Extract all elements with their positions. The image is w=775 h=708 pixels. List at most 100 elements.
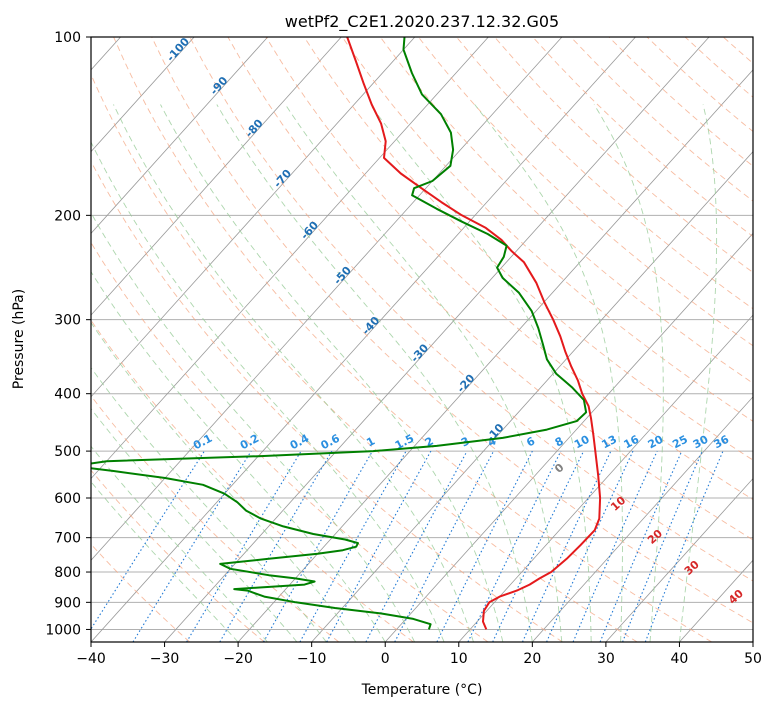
chart-title: wetPf2_C2E1.2020.237.12.32.G05 — [285, 12, 559, 32]
mixing-ratio-label: 1 — [364, 434, 377, 449]
dry-adiabat-line — [418, 37, 753, 347]
isotherm-label: -30 — [408, 341, 431, 365]
mixing-ratio-line — [186, 450, 302, 642]
mixing-ratio-label: 30 — [691, 433, 711, 452]
mixing-ratio-label: 0.4 — [288, 432, 312, 453]
mixing-ratio-line — [599, 450, 683, 642]
isotherm-label: -40 — [359, 314, 382, 338]
dry-adiabat-line — [189, 37, 753, 582]
isotherm-line — [679, 559, 753, 642]
y-tick-label: 400 — [54, 387, 81, 403]
dry-adiabat-line — [151, 37, 753, 624]
mixing-ratio-line — [436, 450, 533, 642]
y-tick-label: 800 — [54, 565, 81, 581]
x-tick-label: −10 — [297, 651, 327, 667]
dry-adiabat-label: 10 — [608, 494, 628, 514]
mixing-ratio-label: 13 — [599, 433, 619, 452]
dry-adiabat-line — [265, 37, 753, 501]
isotherm-line — [237, 69, 753, 642]
dry-adiabat-line — [532, 37, 753, 238]
x-tick-label: 40 — [671, 651, 689, 667]
profiles — [91, 37, 602, 630]
isotherm-line — [91, 37, 563, 561]
isotherm-line — [384, 232, 753, 642]
isotherm-label: -70 — [271, 167, 294, 191]
dry-adiabat-line — [91, 241, 489, 642]
dry-adiabat-label: 0 — [552, 461, 567, 476]
y-tick-label: 1000 — [45, 622, 81, 638]
isotherm-line — [752, 641, 753, 642]
dry-adiabat-line — [91, 395, 340, 642]
dry-adiabat-line — [494, 37, 753, 273]
mixing-ratio-line — [546, 450, 634, 642]
dry-adiabat-line — [608, 37, 753, 167]
x-tick-label: 0 — [381, 651, 390, 667]
dry-adiabat-label: 40 — [726, 587, 746, 607]
dry-adiabat-line — [113, 37, 713, 642]
mixing-ratio-line — [572, 450, 658, 642]
isotherm-line — [91, 37, 636, 642]
y-tick-label: 600 — [54, 491, 81, 507]
mixing-ratio-label: 0.2 — [238, 432, 261, 453]
mixing-ratio-label: 10 — [572, 433, 592, 452]
moist-adiabat-line — [285, 104, 563, 642]
isotherm-label: -100 — [164, 35, 192, 64]
y-tick-label: 900 — [54, 595, 81, 611]
mixing-ratio-label: 20 — [646, 433, 666, 452]
mixing-ratio-line — [394, 450, 495, 642]
x-tick-label: 10 — [450, 651, 468, 667]
dry-adiabat-line — [456, 37, 753, 310]
dry-adiabat-line — [91, 469, 265, 642]
isotherm-line — [91, 37, 195, 153]
isotherm-line — [91, 37, 342, 316]
dry-adiabat-line — [91, 160, 563, 642]
mixing-ratio-label: 0.1 — [191, 432, 214, 453]
moist-adiabat-line — [91, 445, 268, 642]
isotherm-line — [91, 37, 269, 234]
mixing-ratio-label: 8 — [553, 434, 566, 449]
moist-adiabat-line — [91, 481, 239, 642]
dry-adiabat-label: 20 — [645, 527, 665, 547]
mixing-ratio-line — [132, 450, 252, 642]
mixing-ratio-label: 6 — [524, 434, 537, 449]
y-tick-label: 300 — [54, 313, 81, 329]
y-axis-ticks: 100 200 300 400 500 600 700 800 900 1000 — [45, 30, 91, 638]
y-tick-label: 100 — [54, 30, 81, 46]
mixing-ratio-line — [644, 450, 724, 642]
x-axis-label: Temperature (°C) — [361, 682, 483, 698]
x-tick-label: −20 — [223, 651, 253, 667]
moist-adiabat-line — [91, 270, 386, 642]
y-axis-label: Pressure (hPa) — [11, 289, 27, 389]
background-lines — [91, 37, 753, 642]
isotherm-label: -20 — [455, 372, 478, 396]
moist-adiabat-line — [678, 104, 718, 642]
moist-adiabat-line — [216, 104, 533, 642]
dry-adiabat-line — [684, 37, 753, 98]
moist-adiabat-line — [91, 141, 445, 642]
x-tick-label: −40 — [76, 651, 106, 667]
moist-adiabat-line — [593, 104, 664, 642]
dry-adiabat-line — [646, 37, 753, 133]
x-tick-label: −30 — [150, 651, 180, 667]
mixing-ratio-line — [492, 450, 585, 642]
mixing-ratio-line — [326, 450, 432, 642]
y-tick-label: 500 — [54, 444, 81, 460]
isotherm-line — [532, 396, 753, 642]
dry-adiabat-line — [91, 73, 638, 642]
mixing-ratio-label: 0.6 — [319, 432, 343, 453]
isotherm-line — [311, 151, 753, 642]
moist-adiabat-line — [160, 104, 504, 642]
x-tick-label: 50 — [744, 651, 762, 667]
dry-adiabat-line — [227, 37, 753, 541]
isotherm-label: -90 — [208, 74, 231, 98]
mixing-ratio-line — [91, 450, 205, 630]
isotherm-line — [605, 477, 753, 642]
moist-adiabat-line — [91, 211, 416, 642]
isotherm-label: -60 — [298, 218, 321, 242]
y-tick-label: 700 — [54, 531, 81, 547]
mixing-ratio-line — [299, 450, 407, 642]
isotherm-line — [91, 37, 416, 398]
dewpoint-profile-line — [91, 37, 588, 630]
